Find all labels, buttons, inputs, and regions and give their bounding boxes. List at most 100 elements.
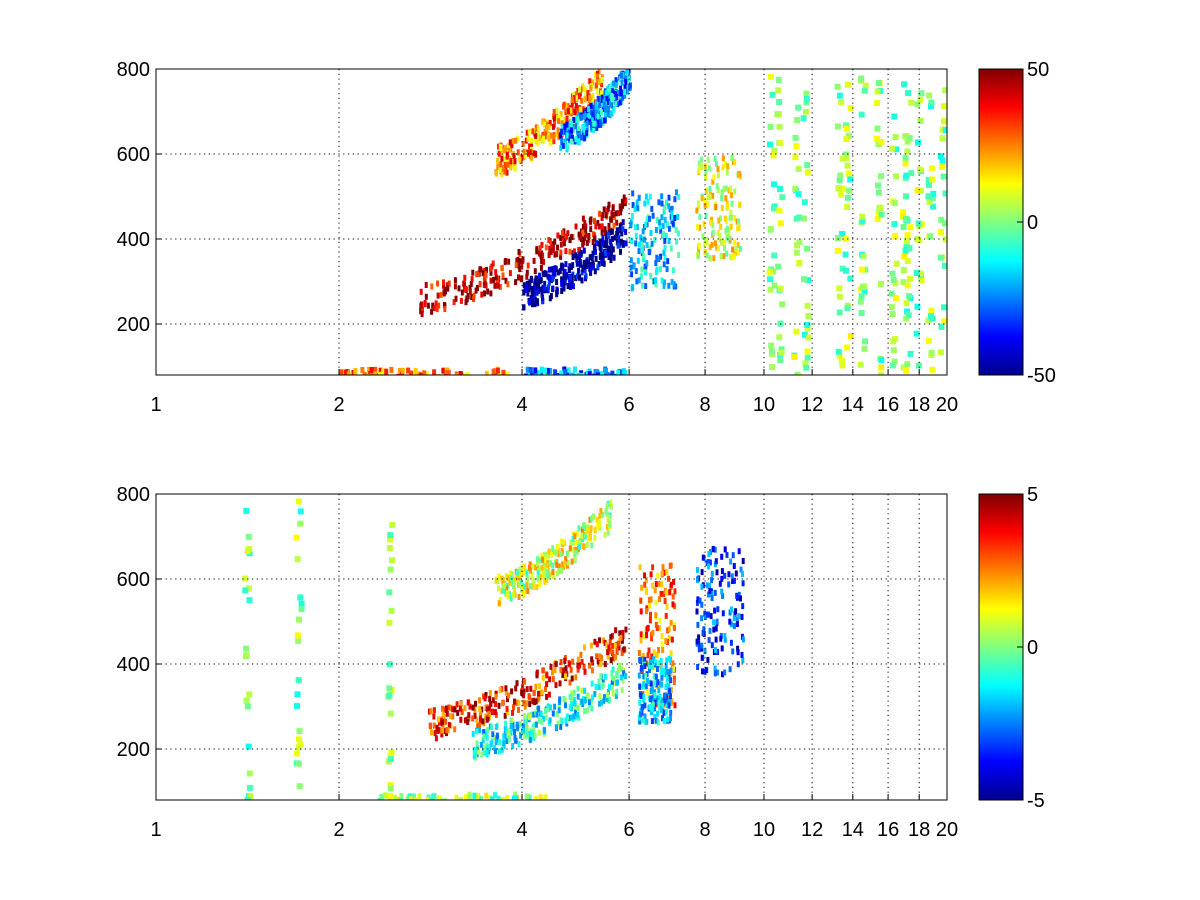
heatmap-cell	[695, 207, 699, 214]
heatmap-cell	[513, 791, 518, 798]
heatmap-cell	[440, 719, 444, 726]
heatmap-cell	[435, 306, 439, 313]
heatmap-cell	[844, 81, 851, 88]
heatmap-cell	[509, 723, 513, 730]
heatmap-cell	[664, 702, 668, 708]
heatmap-cell	[561, 142, 565, 149]
heatmap-cell	[583, 668, 587, 675]
heatmap-cell	[537, 690, 541, 697]
heatmap-cell	[516, 149, 520, 156]
colorbar-bottom-gradient	[978, 493, 1024, 801]
heatmap-cell	[631, 190, 635, 197]
heatmap-cell	[836, 293, 843, 300]
heatmap-cell	[597, 261, 601, 267]
heatmap-cell	[562, 274, 566, 281]
heatmap-cell	[712, 619, 716, 626]
heatmap-cell	[713, 589, 717, 596]
heatmap-cell	[596, 658, 600, 665]
heatmap-cell	[387, 566, 394, 573]
heatmap-cell	[459, 701, 463, 707]
heatmap-cell	[925, 317, 932, 324]
heatmap-cell	[650, 240, 654, 247]
heatmap-cell	[645, 625, 649, 632]
heatmap-cell	[494, 274, 498, 281]
heatmap-cell	[606, 99, 610, 105]
heatmap-cell	[873, 135, 880, 142]
heatmap-cell	[586, 90, 590, 97]
heatmap-cell	[571, 254, 575, 260]
heatmap-cell	[664, 667, 668, 674]
heatmap-cell	[591, 260, 595, 267]
heatmap-cell	[547, 266, 551, 273]
heatmap-cell	[572, 94, 576, 101]
heatmap-cell	[502, 587, 506, 594]
heatmap-cell	[834, 123, 841, 130]
heatmap-cell	[581, 543, 585, 550]
heatmap-cell	[583, 96, 587, 103]
heatmap-cell	[766, 269, 773, 275]
heatmap-cell	[400, 367, 405, 374]
heatmap-cell	[722, 185, 726, 192]
heatmap-cell	[568, 236, 572, 243]
heatmap-cell	[553, 703, 557, 710]
heatmap-cell	[803, 108, 809, 115]
heatmap-cell	[669, 677, 673, 684]
heatmap-cell	[551, 573, 555, 579]
heatmap-cell	[246, 597, 253, 604]
heatmap-cell	[696, 224, 700, 231]
heatmap-cell	[602, 101, 606, 108]
heatmap-cell	[500, 264, 504, 271]
heatmap-cell	[904, 282, 911, 289]
heatmap-cell	[671, 593, 675, 600]
heatmap-cell	[578, 86, 581, 93]
heatmap-cell	[656, 719, 660, 726]
heatmap-cell	[543, 280, 547, 287]
heatmap-cell	[399, 793, 404, 800]
heatmap-cell	[246, 770, 253, 777]
heatmap-cell	[666, 258, 670, 265]
heatmap-cell	[649, 596, 653, 603]
x-tick-label: 10	[753, 394, 775, 416]
heatmap-cell	[527, 150, 530, 157]
y-tick-label: 200	[117, 314, 150, 336]
heatmap-cell	[522, 304, 526, 311]
heatmap-cell	[635, 199, 639, 206]
heatmap-cell	[640, 704, 644, 711]
heatmap-cell	[796, 373, 803, 375]
heatmap-cell	[654, 717, 658, 724]
heatmap-cell	[622, 673, 626, 680]
heatmap-cell	[516, 135, 520, 142]
heatmap-cell	[927, 313, 934, 320]
heatmap-cell	[732, 623, 736, 629]
heatmap-cell	[723, 632, 727, 639]
heatmap-cell	[657, 199, 661, 206]
heatmap-cell	[409, 370, 413, 375]
heatmap-cell	[843, 151, 850, 158]
heatmap-cell	[551, 286, 555, 293]
heatmap-cell	[494, 748, 497, 755]
heatmap-cell	[527, 286, 531, 293]
heatmap-cell	[514, 685, 518, 692]
heatmap-cell	[575, 530, 579, 537]
heatmap-cell	[536, 370, 541, 375]
heatmap-cell	[847, 333, 854, 339]
heatmap-cell	[563, 369, 568, 375]
heatmap-cell	[584, 533, 587, 540]
heatmap-cell	[518, 266, 522, 273]
heatmap-cell	[767, 73, 774, 80]
heatmap-cell	[663, 244, 667, 251]
heatmap-cell	[847, 275, 854, 282]
heatmap-cell	[524, 793, 529, 800]
heatmap-cell	[602, 206, 606, 213]
heatmap-cell	[623, 84, 627, 91]
heatmap-cell	[481, 270, 485, 277]
heatmap-cell	[695, 599, 699, 606]
heatmap-cell	[519, 258, 522, 265]
heatmap-cell	[523, 583, 527, 590]
heatmap-cell	[464, 794, 468, 800]
heatmap-cell	[778, 349, 785, 356]
heatmap-cell	[598, 223, 601, 230]
heatmap-cell	[546, 572, 550, 579]
heatmap-cell	[468, 288, 472, 295]
heatmap-cell	[726, 163, 730, 170]
